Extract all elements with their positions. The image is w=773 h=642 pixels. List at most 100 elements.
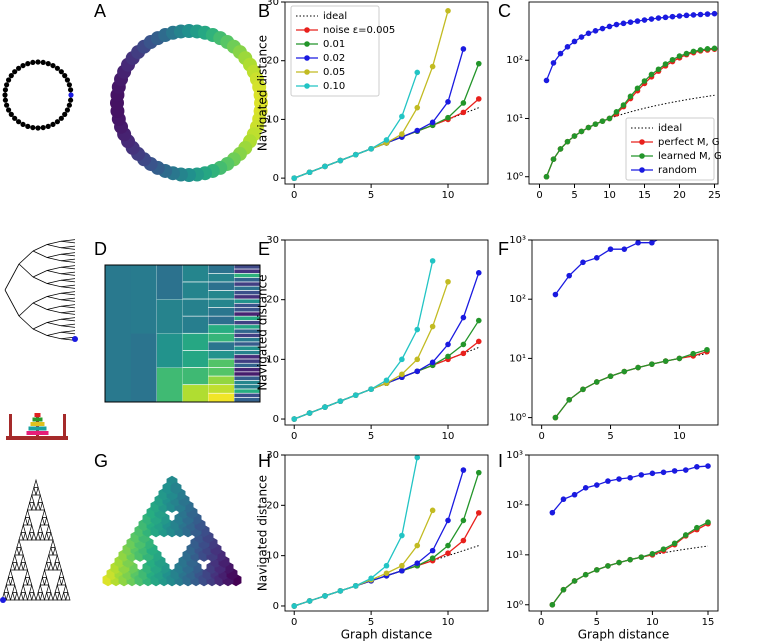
- tree-edge: [32, 276, 48, 284]
- data-point: [620, 102, 627, 108]
- sierpinski-edge: [52, 561, 58, 571]
- plot-area: [291, 258, 482, 422]
- tree-edge: [60, 260, 76, 263]
- data-point: [677, 233, 683, 239]
- sierpinski-edge: [54, 553, 60, 563]
- illustrations: [0, 24, 268, 603]
- sierpinski-edge: [31, 486, 37, 496]
- data-point: [649, 240, 655, 246]
- sierpinski-edge: [44, 516, 50, 526]
- tree-embedding: [156, 299, 184, 334]
- data-point: [599, 25, 606, 32]
- data-point: [585, 30, 592, 37]
- data-point: [306, 598, 313, 604]
- data-point: [557, 50, 564, 57]
- y-tick-label: 10¹: [506, 113, 523, 124]
- data-point: [429, 119, 436, 126]
- tree-edge: [60, 305, 76, 309]
- data-point: [627, 19, 634, 25]
- data-point: [648, 71, 655, 78]
- series-line: [554, 351, 708, 419]
- sierpinski-edge: [22, 531, 28, 541]
- data-point: [460, 109, 467, 116]
- data-point: [429, 359, 436, 366]
- y-tick-label: 10³: [509, 235, 526, 246]
- tree-edge: [60, 245, 76, 249]
- series-line: [294, 469, 465, 607]
- y-tick-label: 10²: [506, 55, 523, 66]
- y-tick-label: 30: [266, 235, 279, 246]
- tree-embedding: [208, 376, 235, 385]
- ring-node: [50, 62, 56, 69]
- data-point: [662, 358, 669, 364]
- data-point: [621, 368, 628, 375]
- panel-letter: D: [94, 239, 107, 259]
- x-tick-label: 10: [646, 617, 659, 628]
- ring-node: [64, 107, 71, 113]
- data-point: [383, 570, 390, 577]
- sierpinski-edge: [46, 583, 52, 593]
- sierpinski-edge: [48, 531, 54, 541]
- data-point: [445, 353, 451, 360]
- sierpinski-edge: [18, 561, 24, 571]
- legend-box: [290, 5, 380, 97]
- data-point: [550, 60, 557, 66]
- chart-panel: 0 5 10 15 10⁰ 10¹ 10² 10³ Graph distance: [506, 450, 719, 642]
- legend-box: [625, 117, 715, 181]
- sierpinski-edge: [31, 501, 37, 511]
- tree-edge: [46, 305, 62, 310]
- data-point: [634, 18, 641, 24]
- tree-embedding: [182, 333, 209, 351]
- chart-panel: 0 5 10 0 10 20 30 Navigated distance ideal noise …: [256, 0, 489, 201]
- tree-edge: [60, 325, 76, 328]
- hanoi-disk: [26, 431, 49, 435]
- ring-node: [16, 119, 22, 125]
- ring-node: [35, 125, 41, 131]
- data-point: [460, 517, 467, 524]
- tree-embedding: [182, 350, 209, 368]
- data-point: [368, 145, 374, 152]
- data-point: [655, 66, 662, 73]
- axes-frame: [528, 454, 719, 612]
- panel-letter: E: [258, 239, 270, 259]
- ring-node: [2, 92, 8, 98]
- data-point: [543, 77, 550, 84]
- tree-edge: [46, 270, 62, 275]
- axes-frame: [531, 239, 719, 426]
- legend-label: noise ε=0.005: [323, 25, 395, 36]
- sierpinski-edge: [7, 568, 14, 578]
- sierpinski-edge: [3, 583, 9, 593]
- data-point: [616, 476, 622, 482]
- data-point: [582, 485, 589, 491]
- tree-embedding: [130, 265, 158, 334]
- sierpinski-edge: [12, 583, 18, 593]
- sierpinski-edge: [22, 591, 28, 601]
- x-tick-label: 0: [291, 190, 297, 201]
- data-point: [694, 524, 700, 531]
- data-point: [543, 173, 550, 180]
- sierpinski-edge: [56, 576, 62, 586]
- data-point: [571, 578, 578, 584]
- data-point: [697, 47, 704, 53]
- series-line: [294, 510, 434, 607]
- tree-edge: [32, 270, 48, 278]
- ring-node: [25, 123, 31, 129]
- sierpinski-edge: [14, 546, 20, 556]
- series-line: [293, 260, 434, 420]
- data-point: [571, 133, 578, 139]
- panel-letter: G: [94, 451, 108, 471]
- x-tick-label: 15: [638, 190, 651, 201]
- sierpinski-edge: [31, 591, 37, 601]
- data-point: [560, 496, 567, 503]
- ring-node: [16, 65, 22, 71]
- series-line: [293, 272, 480, 420]
- y-tick-label: 30: [266, 450, 279, 461]
- data-point: [414, 326, 421, 333]
- tree-edge: [60, 253, 76, 257]
- data-point: [445, 99, 451, 105]
- data-point: [649, 361, 655, 367]
- tree-embedding: [208, 359, 235, 368]
- data-point: [399, 532, 405, 539]
- y-tick-label: 20: [266, 500, 279, 511]
- data-point: [460, 46, 467, 52]
